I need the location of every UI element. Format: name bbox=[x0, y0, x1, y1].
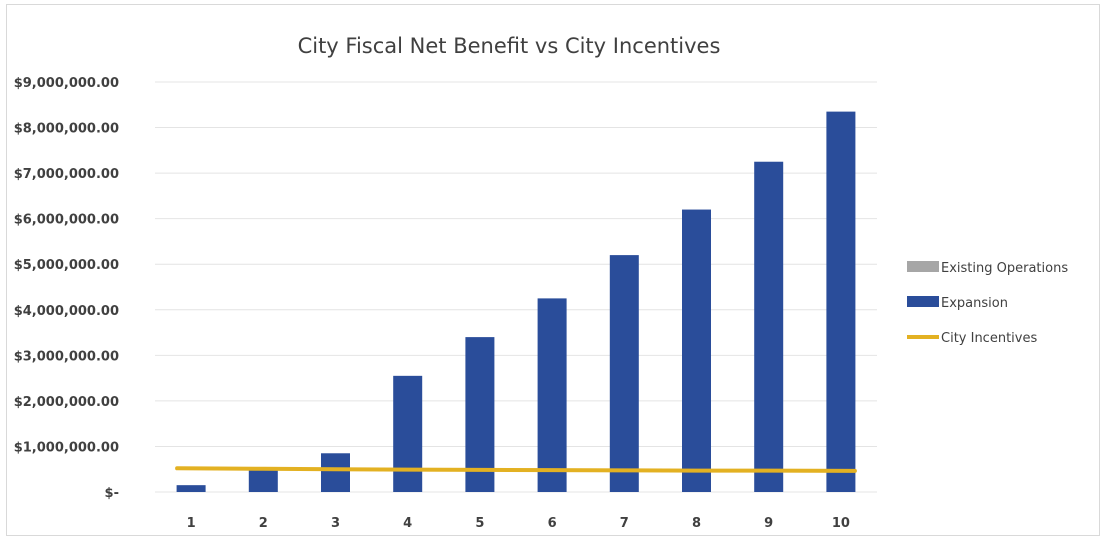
y-tick-label: $7,000,000.00 bbox=[14, 167, 119, 182]
legend: Existing Operations Expansion City Incenti… bbox=[907, 261, 1068, 346]
y-tick-label: $3,000,000.00 bbox=[14, 349, 119, 364]
x-tick-label: 6 bbox=[548, 516, 557, 531]
chart-svg: City Fiscal Net Benefit vs City Incentiv… bbox=[14, 34, 1069, 531]
bar-expansion bbox=[248, 469, 278, 492]
x-tick-label: 10 bbox=[832, 516, 850, 531]
chart-frame: City Fiscal Net Benefit vs City Incentiv… bbox=[6, 4, 1100, 536]
bar-expansion bbox=[176, 485, 206, 492]
bar-expansion bbox=[609, 255, 639, 492]
y-tick-label: $6,000,000.00 bbox=[14, 213, 119, 228]
y-tick-label: $4,000,000.00 bbox=[14, 304, 119, 319]
bar-expansion bbox=[393, 375, 423, 492]
bar-expansion bbox=[321, 453, 350, 492]
legend-label-expansion: Expansion bbox=[941, 296, 1008, 311]
x-tick-label: 8 bbox=[692, 516, 701, 531]
chart-title: City Fiscal Net Benefit vs City Incentiv… bbox=[298, 34, 721, 58]
y-tick-label: $- bbox=[105, 486, 119, 501]
bar-expansion bbox=[754, 161, 784, 492]
y-tick-label: $9,000,000.00 bbox=[14, 76, 119, 91]
x-tick-label: 2 bbox=[259, 516, 268, 531]
bar-expansion bbox=[465, 337, 495, 492]
x-tick-label: 4 bbox=[403, 516, 412, 531]
bar-expansion bbox=[826, 111, 856, 492]
legend-label-existing-operations: Existing Operations bbox=[941, 261, 1068, 276]
y-tick-label: $5,000,000.00 bbox=[14, 258, 119, 273]
x-tick-label: 9 bbox=[764, 516, 773, 531]
y-tick-label: $2,000,000.00 bbox=[14, 395, 119, 410]
x-tick-label: 1 bbox=[187, 516, 196, 531]
y-tick-label: $8,000,000.00 bbox=[14, 122, 119, 137]
x-tick-label: 7 bbox=[620, 516, 629, 531]
y-tick-label: $1,000,000.00 bbox=[14, 440, 119, 455]
line-layer bbox=[175, 466, 857, 473]
x-tick-label: 3 bbox=[331, 516, 340, 531]
bar-expansion bbox=[682, 209, 711, 493]
legend-swatch-existing-operations bbox=[907, 261, 939, 272]
x-tick-label: 5 bbox=[475, 516, 484, 531]
grid-layer bbox=[155, 81, 877, 493]
x-axis-tick-labels: 1 2 3 4 5 6 7 8 9 10 bbox=[187, 516, 850, 531]
bar-layer bbox=[176, 111, 856, 493]
bar-expansion bbox=[537, 298, 567, 492]
legend-swatch-expansion bbox=[907, 296, 939, 307]
legend-label-city-incentives: City Incentives bbox=[941, 331, 1037, 346]
y-axis-tick-labels: $- $1,000,000.00 $2,000,000.00 $3,000,000.0… bbox=[14, 76, 119, 501]
line-city-incentives bbox=[175, 466, 857, 473]
